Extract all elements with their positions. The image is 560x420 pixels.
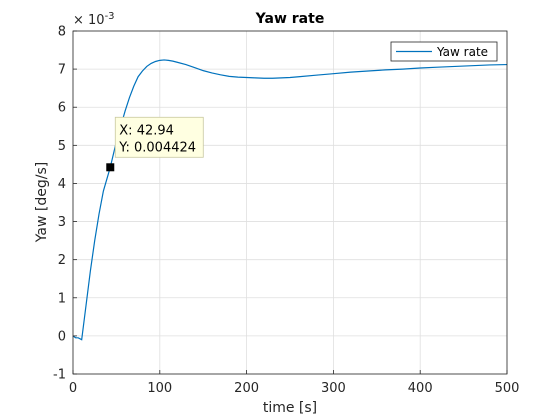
x-axis-ticks: 0 100 200 300 400 500 bbox=[69, 370, 520, 396]
chart-title: Yaw rate bbox=[255, 11, 325, 27]
y-tick-label: 8 bbox=[58, 25, 66, 40]
y-tick-label: 5 bbox=[58, 139, 66, 154]
datatip: X: 42.94 Y: 0.004424 bbox=[114, 116, 204, 158]
y-axis-label: Yaw [deg/s] bbox=[34, 162, 50, 243]
x-tick-label: 300 bbox=[321, 381, 346, 396]
y-tick-label: -1 bbox=[53, 368, 66, 383]
y-tick-label: 7 bbox=[58, 63, 66, 78]
y-tick-label: 3 bbox=[58, 215, 66, 230]
y-tick-label: 1 bbox=[58, 291, 66, 306]
y-tick-label: 2 bbox=[58, 253, 66, 268]
x-tick-label: 200 bbox=[234, 381, 259, 396]
datatip-box bbox=[114, 116, 204, 158]
x-tick-label: 400 bbox=[408, 381, 433, 396]
y-tick-label: 6 bbox=[58, 101, 66, 116]
series-line-yaw-rate bbox=[72, 59, 508, 341]
y-exponent-base: × 10 bbox=[73, 13, 105, 28]
x-axis-label: time [s] bbox=[263, 400, 317, 416]
y-tick-label: 4 bbox=[58, 177, 66, 192]
y-tick-label: 0 bbox=[58, 329, 66, 344]
y-axis-ticks: -1 0 1 2 3 4 5 6 7 8 bbox=[53, 25, 77, 383]
y-exponent-power: -3 bbox=[105, 11, 115, 22]
y-exponent-label: × 10-3 bbox=[73, 11, 115, 28]
plot-frame bbox=[72, 30, 508, 375]
x-tick-label: 500 bbox=[495, 381, 520, 396]
x-tick-label: 0 bbox=[69, 381, 77, 396]
plot-area bbox=[73, 31, 507, 374]
x-tick-label: 100 bbox=[147, 381, 172, 396]
datatip-y: Y: 0.004424 bbox=[118, 140, 196, 155]
legend-box bbox=[390, 41, 498, 62]
datatip-x: X: 42.94 bbox=[119, 123, 174, 138]
datatip-marker[interactable] bbox=[106, 163, 115, 172]
legend-label-yaw-rate: Yaw rate bbox=[436, 45, 488, 59]
legend: Yaw rate bbox=[390, 41, 498, 62]
